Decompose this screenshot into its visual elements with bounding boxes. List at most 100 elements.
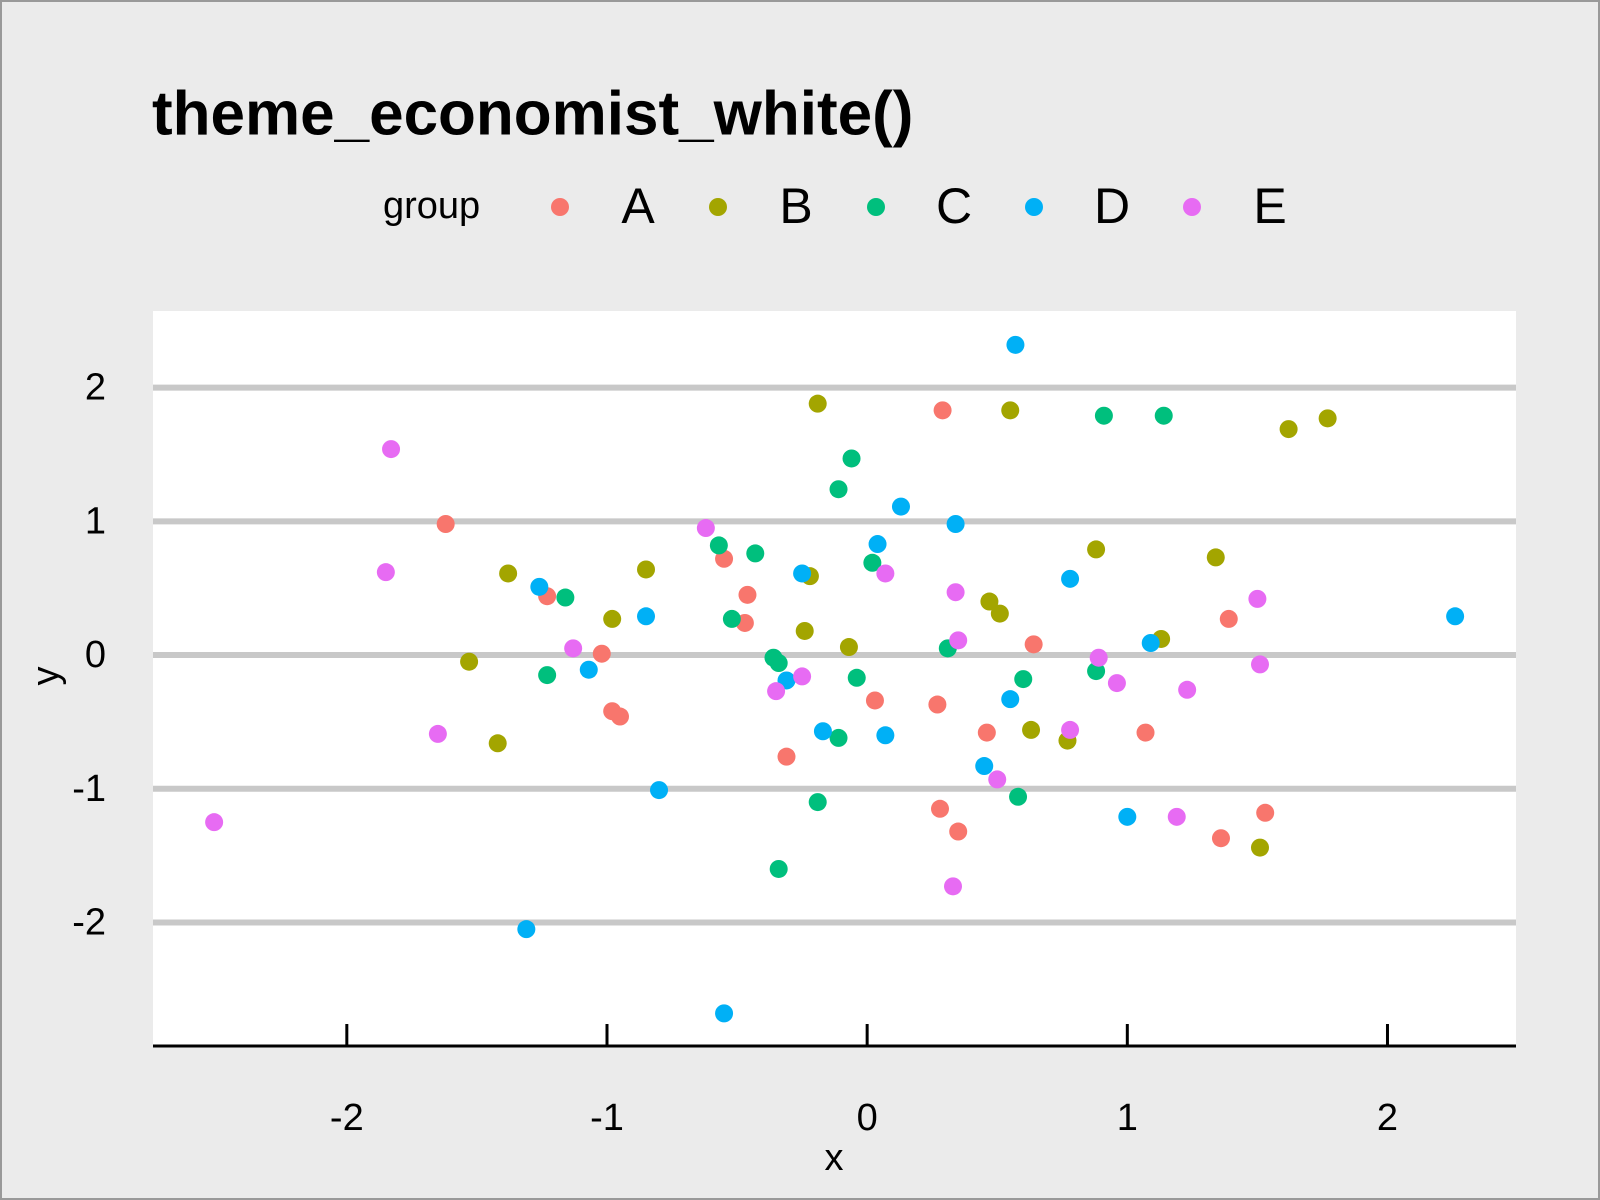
point <box>530 577 549 596</box>
point <box>637 560 656 579</box>
point <box>868 535 887 554</box>
legend-marker <box>551 198 569 216</box>
point <box>205 813 224 832</box>
point <box>1022 720 1041 739</box>
point <box>1256 803 1275 822</box>
point <box>842 449 861 468</box>
point <box>808 793 827 812</box>
point <box>1061 569 1080 588</box>
point <box>777 747 796 766</box>
legend-marker <box>867 198 885 216</box>
point <box>847 668 866 687</box>
chart-title: theme_economist_white() <box>152 79 913 148</box>
point <box>488 734 507 753</box>
y-tick-label: 1 <box>85 500 106 542</box>
point <box>592 644 611 663</box>
point <box>808 394 827 413</box>
point <box>460 652 479 671</box>
point <box>1178 680 1197 699</box>
y-tick-label: -1 <box>72 768 106 810</box>
point <box>1279 420 1298 439</box>
point <box>1248 589 1267 608</box>
point <box>933 401 952 420</box>
point <box>1024 635 1043 654</box>
point <box>1206 548 1225 567</box>
point <box>769 859 788 878</box>
point <box>1107 674 1126 693</box>
y-tick-label: 2 <box>85 367 106 409</box>
point <box>436 514 455 533</box>
point <box>891 497 910 516</box>
point <box>769 654 788 673</box>
point <box>746 544 765 563</box>
point <box>1136 723 1155 742</box>
point <box>1211 829 1230 848</box>
point <box>795 621 814 640</box>
point <box>499 564 518 583</box>
point <box>538 666 557 685</box>
point <box>829 480 848 499</box>
x-tick-label: 1 <box>1117 1097 1138 1139</box>
legend-label: C <box>936 178 972 234</box>
point <box>793 564 812 583</box>
point <box>715 1004 734 1023</box>
point <box>1219 609 1238 628</box>
point <box>988 770 1007 789</box>
point <box>928 695 947 714</box>
point <box>696 519 715 538</box>
grid <box>153 384 1516 1048</box>
point <box>876 726 895 745</box>
point <box>376 563 395 582</box>
point <box>949 822 968 841</box>
point <box>738 585 757 604</box>
plot-panel <box>153 311 1516 1046</box>
point <box>722 609 741 628</box>
point <box>1087 540 1106 559</box>
point <box>1318 409 1337 428</box>
point <box>1250 655 1269 674</box>
point <box>1250 838 1269 857</box>
point <box>944 877 963 896</box>
x-tick-label: 2 <box>1377 1097 1398 1139</box>
point <box>1154 406 1173 425</box>
point <box>865 691 884 710</box>
point <box>517 920 536 939</box>
x-tick-label: -1 <box>590 1097 624 1139</box>
points <box>205 335 1465 1023</box>
legend-label: E <box>1253 178 1286 234</box>
point <box>1001 401 1020 420</box>
point <box>650 781 669 800</box>
point <box>1089 648 1108 667</box>
legend-marker <box>1183 198 1201 216</box>
point <box>829 728 848 747</box>
point <box>975 757 994 776</box>
point <box>428 724 447 743</box>
point <box>709 536 728 555</box>
point <box>863 553 882 572</box>
point <box>610 707 629 726</box>
point <box>1167 807 1186 826</box>
point <box>1009 787 1028 806</box>
x-axis-label: x <box>825 1137 844 1179</box>
point <box>876 564 895 583</box>
point <box>579 660 598 679</box>
point <box>603 609 622 628</box>
point <box>793 667 812 686</box>
y-tick-label: -2 <box>72 901 106 943</box>
point <box>1014 670 1033 689</box>
point <box>767 682 786 701</box>
point <box>839 638 858 657</box>
legend-label: B <box>779 178 812 234</box>
legend-label: D <box>1094 178 1130 234</box>
point <box>813 722 832 741</box>
legend-marker <box>1025 198 1043 216</box>
point <box>949 631 968 650</box>
point <box>1061 720 1080 739</box>
legend-marker <box>709 198 727 216</box>
y-axis-label: y <box>25 667 67 686</box>
legend-label: A <box>621 178 655 234</box>
point <box>1446 607 1465 626</box>
point <box>382 440 401 459</box>
point <box>980 592 999 611</box>
